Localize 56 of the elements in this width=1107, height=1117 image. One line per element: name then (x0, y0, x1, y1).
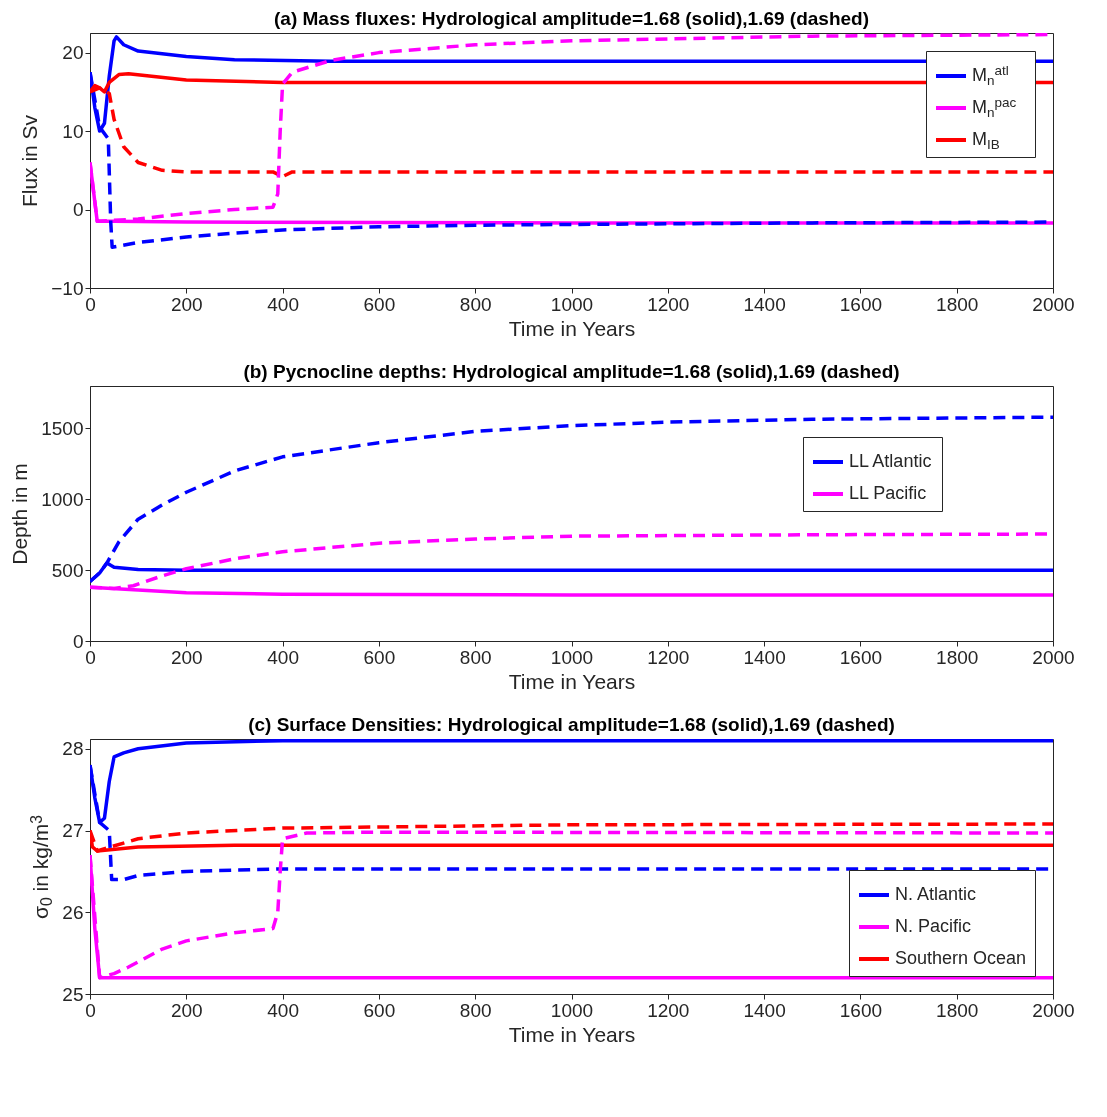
legend-label: LL Atlantic (849, 451, 932, 471)
legend-label: Southern Ocean (895, 948, 1027, 968)
x-tick-label: 2000 (1032, 999, 1075, 1021)
x-tick-label: 800 (459, 999, 492, 1021)
y-tick-label: 0 (72, 199, 84, 221)
y-axis-title: Flux in Sv (18, 114, 42, 208)
chart-title: (c) Surface Densities: Hydrological amplitude=1.68 (solid),1.69 (dashed) (248, 714, 895, 735)
x-tick-label: 600 (363, 999, 396, 1021)
y-tick-label: −10 (51, 277, 84, 299)
y-tick-label: 20 (62, 42, 84, 64)
legend-label: N. Atlantic (895, 884, 977, 904)
x-tick-label: 1800 (936, 646, 979, 668)
x-tick-label: 1000 (550, 293, 594, 315)
y-tick-label: 10 (62, 120, 84, 142)
x-tick-label: 1600 (839, 293, 883, 315)
chart-title: (b) Pycnocline depths: Hydrological amplitude=1.68 (solid),1.69 (dashed) (243, 361, 900, 382)
x-tick-label: 800 (459, 646, 492, 668)
y-tick-label: 25 (62, 983, 84, 1005)
x-tick-label: 1200 (647, 646, 690, 668)
y-tick-label: 0 (72, 630, 84, 652)
y-tick-label: 27 (62, 820, 84, 842)
x-tick-label: 2000 (1032, 293, 1075, 315)
x-tick-label: 2000 (1032, 646, 1075, 668)
x-tick-label: 1400 (743, 293, 786, 315)
x-axis-title: Time in Years (508, 1022, 636, 1046)
y-tick-label: 500 (51, 559, 84, 581)
x-tick-label: 600 (363, 293, 396, 315)
x-tick-label: 600 (363, 646, 396, 668)
legend-label: LL Pacific (849, 483, 927, 503)
x-tick-label: 1200 (647, 999, 690, 1021)
x-tick-label: 1800 (936, 999, 979, 1021)
x-tick-label: 800 (459, 293, 492, 315)
legend-label: M$_{IB}$ (972, 129, 1000, 152)
x-tick-label: 200 (170, 999, 203, 1021)
x-tick-label: 1800 (936, 293, 979, 315)
x-tick-label: 1000 (550, 646, 594, 668)
x-axis-title: Time in Years (508, 316, 636, 340)
x-tick-label: 1400 (743, 646, 786, 668)
x-tick-label: 1400 (743, 999, 786, 1021)
chart-title: (a) Mass fluxes: Hydrological amplitude=1.68 (solid),1.69 (dashed) (274, 8, 869, 29)
y-tick-label: 1500 (41, 418, 84, 439)
x-tick-label: 1600 (839, 646, 883, 668)
x-tick-label: 400 (267, 999, 299, 1021)
x-tick-label: 1600 (839, 999, 883, 1021)
y-axis-title: Depth in m (8, 463, 32, 565)
x-tick-label: 1200 (647, 293, 690, 315)
x-tick-label: 200 (170, 646, 203, 668)
y-tick-label: 1000 (41, 488, 84, 510)
y-tick-label: 28 (62, 738, 84, 760)
x-tick-label: 1000 (550, 999, 594, 1021)
x-tick-label: 400 (267, 646, 299, 668)
x-tick-label: 400 (267, 293, 299, 315)
x-axis-title: Time in Years (508, 669, 636, 693)
y-tick-label: 26 (62, 901, 84, 923)
x-tick-label: 200 (170, 293, 203, 315)
legend-label: N. Pacific (895, 916, 972, 936)
